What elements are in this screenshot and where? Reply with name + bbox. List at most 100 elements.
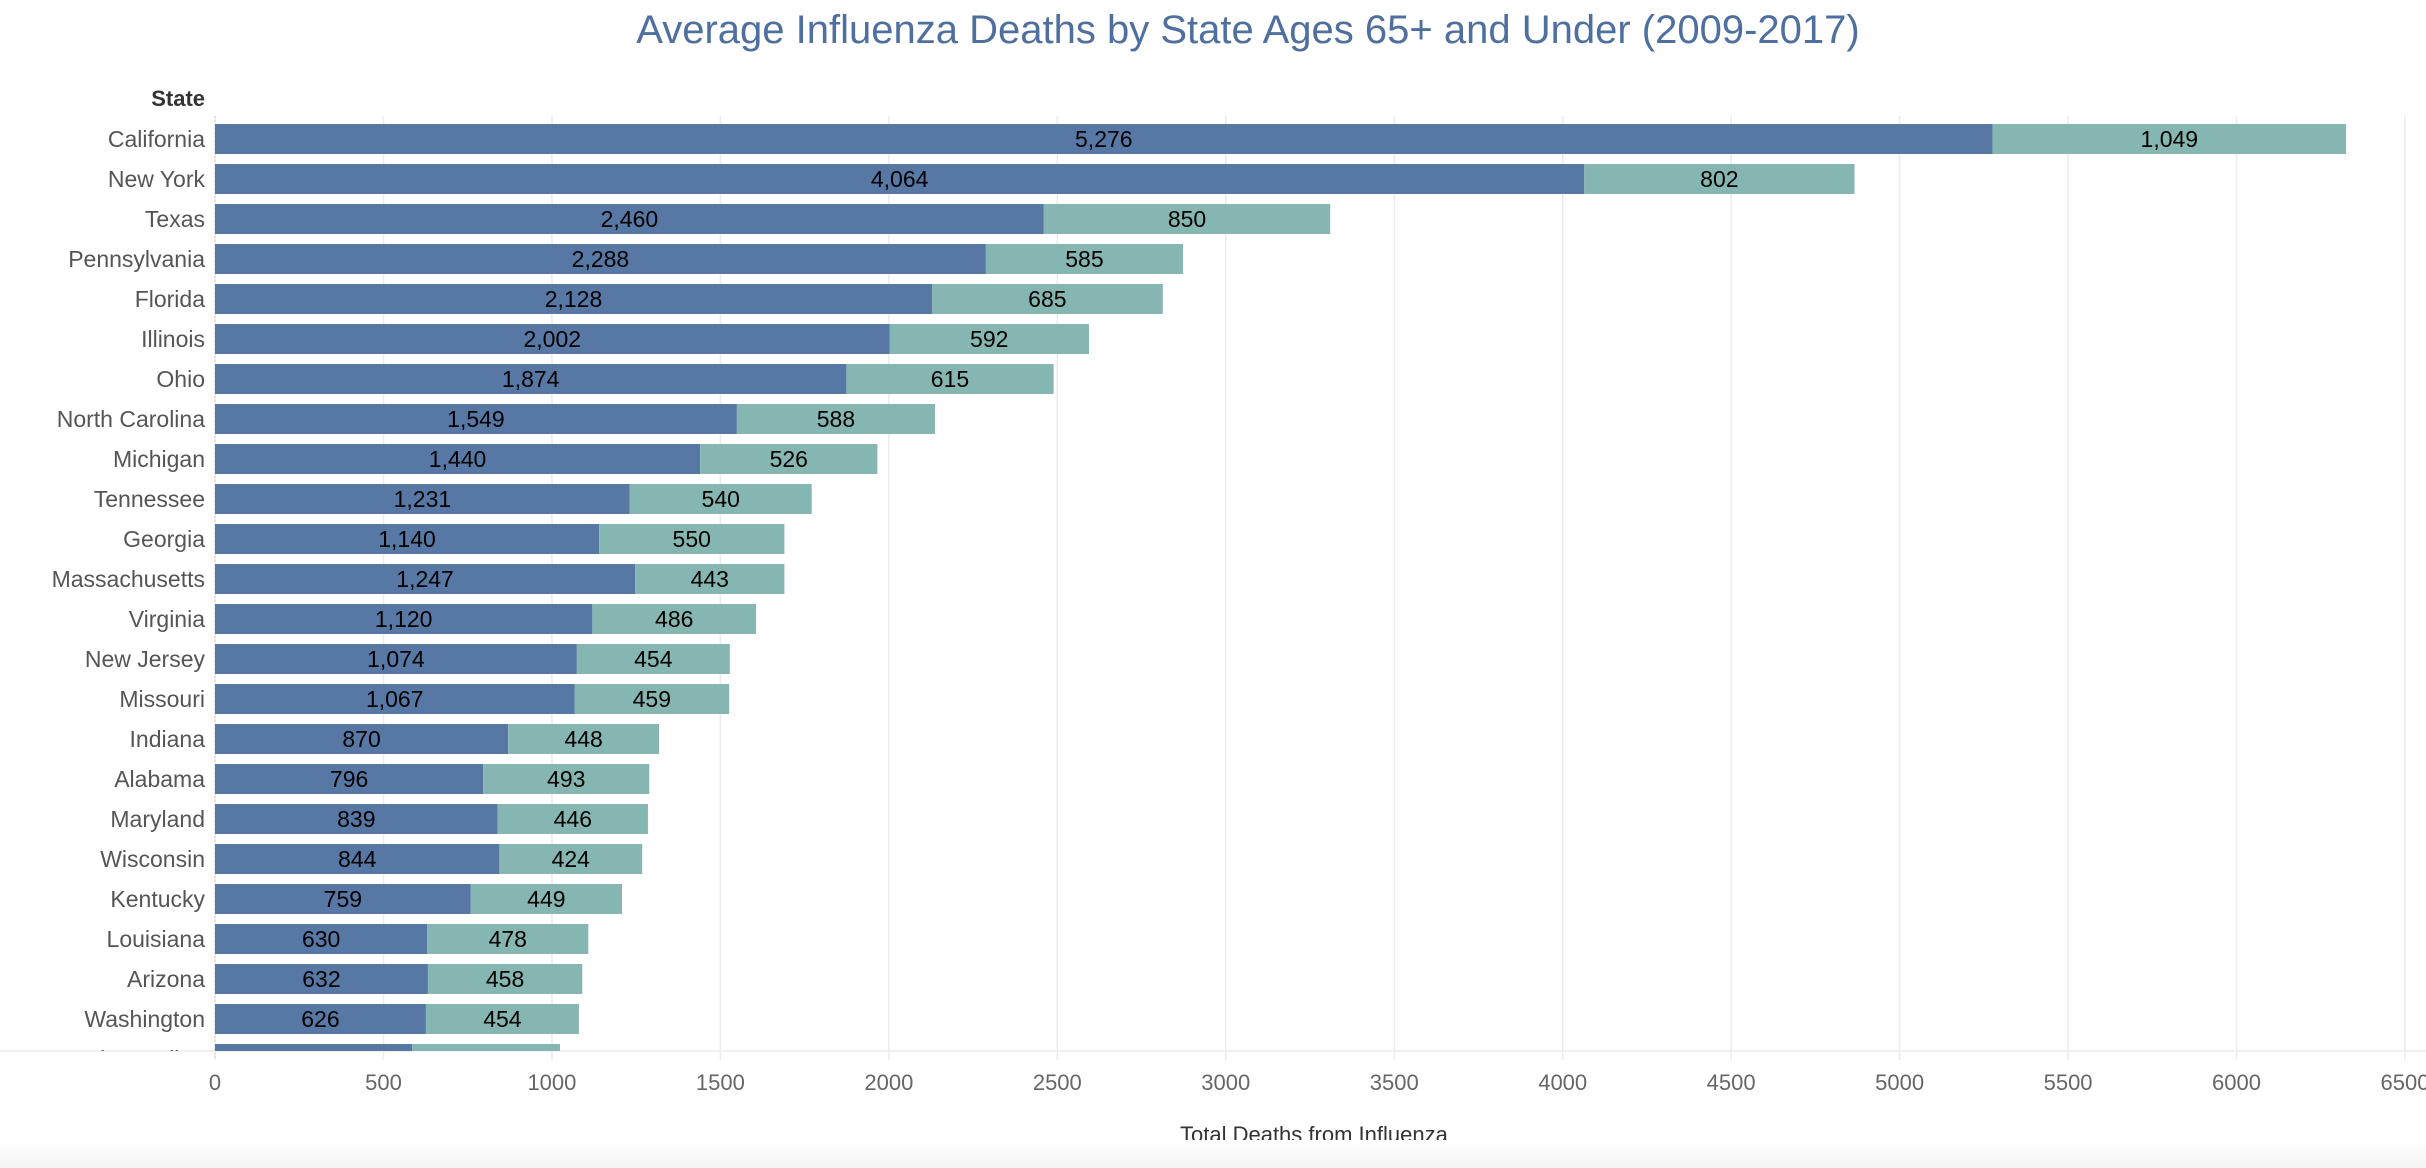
state-label: Michigan (113, 446, 205, 472)
data-label: 1,874 (502, 366, 560, 392)
state-label: Virginia (129, 606, 205, 632)
bar-under-65 (412, 1044, 561, 1051)
data-label: 592 (970, 326, 1008, 352)
state-label: Alabama (114, 766, 205, 792)
bar-under-65 (700, 444, 878, 474)
state-label: Wisconsin (100, 846, 205, 872)
y-axis-header: State (151, 86, 205, 111)
bar-under-65 (1992, 124, 2347, 154)
x-tick-label: 4500 (1707, 1070, 1756, 1095)
data-label: 585 (1065, 246, 1103, 272)
data-label: 5,276 (1075, 126, 1133, 152)
data-label: 1,247 (396, 566, 454, 592)
state-label: North Carolina (57, 406, 205, 432)
bar-under-65 (427, 964, 583, 994)
bar-under-65 (1043, 204, 1331, 234)
bar-under-65 (499, 844, 643, 874)
x-tick-label: 500 (365, 1070, 402, 1095)
bar-under-65 (736, 404, 936, 434)
bar-under-65 (483, 764, 650, 794)
bar-65-plus (215, 844, 500, 874)
state-label: California (108, 126, 205, 152)
x-tick-label: 3000 (1201, 1070, 1250, 1095)
data-label: 839 (337, 806, 375, 832)
x-tick-label: 1500 (696, 1070, 745, 1095)
bar-under-65 (1584, 164, 1855, 194)
bar-65-plus (215, 364, 847, 394)
state-label: Texas (145, 206, 205, 232)
bar-65-plus (215, 564, 636, 594)
state-label: South Carolina (53, 1046, 205, 1072)
state-label: Tennessee (94, 486, 205, 512)
data-label: 626 (301, 1006, 339, 1032)
state-label: New York (108, 166, 206, 192)
data-label: 796 (330, 766, 368, 792)
data-label: 850 (1168, 206, 1206, 232)
data-label: 550 (673, 526, 711, 552)
bar-under-65 (427, 924, 589, 954)
data-label: 486 (655, 606, 693, 632)
state-label: Louisiana (107, 926, 206, 952)
state-label: Indiana (130, 726, 206, 752)
data-label: 1,140 (378, 526, 436, 552)
bar-65-plus (215, 404, 737, 434)
data-label: 2,002 (523, 326, 581, 352)
x-tick-label: 0 (209, 1070, 221, 1095)
bar-65-plus (215, 684, 575, 714)
data-label: 1,074 (367, 646, 425, 672)
data-label: 630 (302, 926, 340, 952)
x-tick-label: 5500 (2044, 1070, 2093, 1095)
bar-under-65 (985, 244, 1183, 274)
data-label: 458 (486, 966, 524, 992)
bar-under-65 (629, 484, 812, 514)
bars-group: California 5,276 1,049 New York 4,064 802 Texa… (52, 124, 2347, 1072)
bar-65-plus (215, 724, 509, 754)
bar-under-65 (931, 284, 1163, 314)
data-label: 526 (770, 446, 808, 472)
data-label: 478 (489, 926, 527, 952)
state-label: Pennsylvania (68, 246, 205, 272)
bar-65-plus (215, 884, 471, 914)
bar-65-plus (215, 164, 1585, 194)
data-label: 588 (817, 406, 855, 432)
bar-under-65 (846, 364, 1054, 394)
x-tick-label: 6500 (2381, 1070, 2426, 1095)
data-label: 2,288 (572, 246, 630, 272)
data-label: 459 (633, 686, 671, 712)
x-tick-label: 2000 (864, 1070, 913, 1095)
bar-under-65 (635, 564, 785, 594)
bar-under-65 (599, 524, 785, 554)
bar-65-plus (215, 244, 986, 274)
bar-under-65 (425, 1004, 579, 1034)
data-label: 1,049 (2141, 126, 2199, 152)
state-label: Georgia (123, 526, 205, 552)
state-label: Arizona (127, 966, 205, 992)
data-label: 448 (564, 726, 602, 752)
state-label: Maryland (110, 806, 205, 832)
data-label: 2,128 (545, 286, 603, 312)
bar-65-plus (215, 124, 1993, 154)
data-label: 1,067 (366, 686, 424, 712)
data-label: 446 (554, 806, 592, 832)
bar-65-plus (215, 964, 428, 994)
bar-65-plus (215, 204, 1044, 234)
data-label: 2,460 (601, 206, 659, 232)
bar-65-plus (215, 604, 593, 634)
x-tick-label: 6000 (2212, 1070, 2261, 1095)
state-label: Massachusetts (52, 566, 205, 592)
data-label: 802 (1700, 166, 1738, 192)
data-label: 493 (547, 766, 585, 792)
state-label: Kentucky (110, 886, 205, 912)
data-label: 759 (324, 886, 362, 912)
bar-65-plus (215, 484, 630, 514)
bar-under-65 (574, 684, 730, 714)
data-label: 1,231 (394, 486, 452, 512)
bar-under-65 (497, 804, 648, 834)
x-tick-label: 4000 (1538, 1070, 1587, 1095)
bar-65-plus (215, 324, 890, 354)
data-label: 632 (302, 966, 340, 992)
data-label: 870 (342, 726, 380, 752)
data-label: 424 (552, 846, 591, 872)
bar-under-65 (576, 644, 730, 674)
